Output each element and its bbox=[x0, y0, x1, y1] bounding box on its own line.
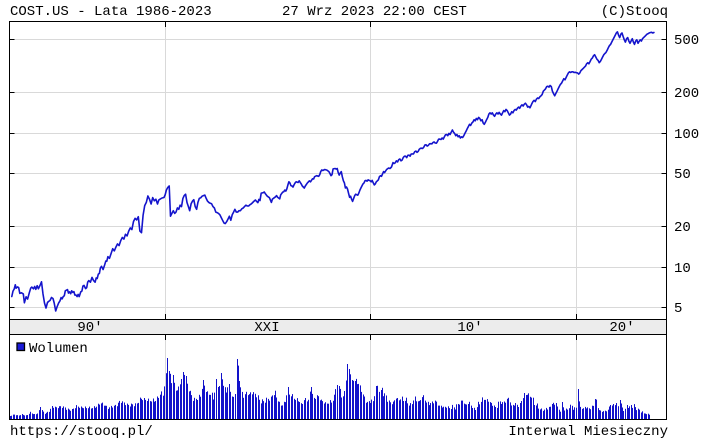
svg-text:10: 10 bbox=[674, 261, 691, 277]
svg-text:200: 200 bbox=[674, 86, 699, 102]
svg-text:10': 10' bbox=[457, 320, 482, 336]
svg-text:5: 5 bbox=[674, 301, 682, 317]
svg-text:(C)Stooq: (C)Stooq bbox=[601, 4, 668, 20]
svg-text:100: 100 bbox=[674, 127, 699, 143]
svg-text:20': 20' bbox=[609, 320, 634, 336]
svg-text:https://stooq.pl/: https://stooq.pl/ bbox=[10, 424, 153, 438]
svg-text:COST.US - Lata 1986-2023: COST.US - Lata 1986-2023 bbox=[10, 4, 212, 20]
svg-text:50: 50 bbox=[674, 167, 691, 183]
svg-text:XXI: XXI bbox=[254, 320, 279, 336]
svg-text:27 Wrz 2023 22:00 CEST: 27 Wrz 2023 22:00 CEST bbox=[282, 4, 467, 20]
svg-text:Interwal Miesieczny: Interwal Miesieczny bbox=[508, 424, 668, 438]
svg-text:20: 20 bbox=[674, 220, 691, 236]
svg-text:Wolumen: Wolumen bbox=[29, 341, 88, 357]
svg-text:90': 90' bbox=[77, 320, 102, 336]
svg-text:500: 500 bbox=[674, 33, 699, 49]
